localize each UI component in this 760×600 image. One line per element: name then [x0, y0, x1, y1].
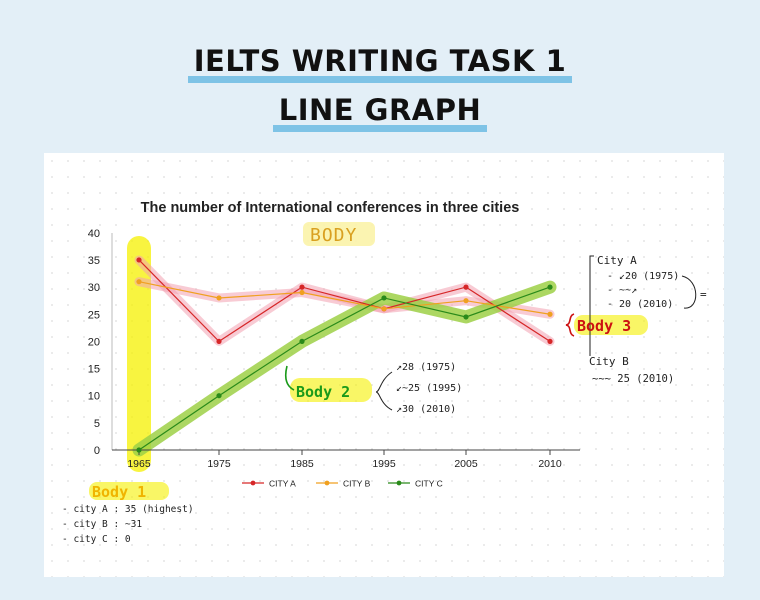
y-tick-label: 40 — [88, 228, 100, 240]
body1-note: - city A : 35 (highest) — [62, 504, 194, 515]
legend-label: CITY C — [415, 479, 443, 489]
data-point-city-c — [463, 314, 469, 320]
series-line-city-c — [138, 286, 551, 451]
legend-label: CITY B — [343, 479, 371, 489]
data-point-city-c — [381, 295, 387, 301]
highlight-layer — [89, 222, 648, 500]
body-label: BODY — [310, 225, 357, 246]
body1-note: - city C : 0 — [62, 534, 131, 545]
data-point-city-a — [216, 338, 222, 344]
body3-title: Body 3 — [577, 317, 631, 335]
body1-note: - city B : ~31 — [62, 519, 142, 530]
ticks-layer: 0 5 10 15 20 25 30 35 40 1965 1975 1985 1995 2005 2010 — [88, 228, 562, 470]
body3-equals-bracket — [681, 275, 697, 309]
highlight-body3-label — [574, 315, 648, 335]
legend-swatch-marker — [250, 480, 256, 486]
chart-title: The number of International conferences … — [140, 200, 520, 216]
body3-city-a-note: - ~~↗ — [607, 285, 637, 296]
y-tick-label: 35 — [88, 255, 100, 267]
y-tick-label: 15 — [88, 364, 100, 376]
data-point-city-a — [299, 284, 305, 290]
body3-connector — [589, 255, 594, 356]
x-tick-label: 2005 — [454, 458, 478, 470]
data-point-city-b — [547, 311, 553, 317]
data-point-city-b — [299, 289, 305, 296]
series-layer — [136, 257, 553, 453]
legend-layer: CITY A CITY B CITY C — [242, 479, 443, 489]
body2-arrow — [284, 365, 295, 391]
highlight-body2-label — [290, 378, 372, 402]
y-tick-label: 30 — [88, 282, 100, 294]
highlight-body-label — [303, 222, 375, 246]
data-point-city-a — [547, 338, 553, 344]
x-tick-label: 1995 — [372, 458, 396, 470]
data-point-city-b — [136, 279, 142, 285]
body3-city-a-label: City A — [597, 254, 637, 267]
data-point-city-c — [299, 338, 305, 344]
body3-city-b-label: City B — [589, 355, 629, 368]
data-point-city-b — [216, 295, 222, 301]
x-tick-label: 1985 — [290, 458, 314, 470]
body3-equals: = — [700, 288, 707, 301]
series-line-city-a — [138, 259, 551, 343]
x-tick-label: 1975 — [207, 458, 231, 470]
body2-note: ↗28 (1975) — [396, 362, 456, 373]
legend-label: CITY A — [269, 479, 296, 489]
y-tick-label: 0 — [94, 445, 100, 457]
data-point-city-a — [136, 257, 142, 263]
body3-city-a-note: - ↙20 (1975) — [607, 271, 679, 282]
annotation-layer: BODY Body 1 - city A : 35 (highest) - city … — [62, 225, 707, 545]
highlight-1965-column — [127, 236, 151, 472]
legend-swatch-marker — [324, 480, 330, 486]
highlight-body1-label — [89, 482, 169, 500]
body2-brace — [375, 371, 393, 411]
series-line-city-b — [138, 281, 551, 315]
data-point-city-a — [463, 284, 469, 290]
axes-layer — [111, 233, 580, 451]
body3-city-a-note: - 20 (2010) — [607, 299, 673, 310]
data-point-city-b — [463, 298, 469, 304]
y-tick-label: 5 — [94, 418, 100, 430]
x-tick-label: 1965 — [127, 458, 151, 470]
data-point-city-b — [381, 306, 387, 312]
page-subtitle-text: LINE GRAPH — [278, 93, 482, 127]
body1-title: Body 1 — [92, 483, 146, 501]
highlight-city-c — [132, 280, 557, 457]
data-point-city-c — [216, 393, 222, 399]
body2-title: Body 2 — [296, 383, 350, 401]
data-point-city-c — [136, 447, 142, 453]
body2-note: ↗30 (2010) — [396, 404, 456, 415]
chart-card — [44, 153, 724, 577]
y-tick-label: 10 — [88, 391, 100, 403]
data-point-city-c — [547, 284, 553, 290]
y-tick-label: 20 — [88, 336, 100, 348]
y-tick-label: 25 — [88, 309, 100, 321]
body3-city-b-note: ~~~ 25 (2010) — [592, 373, 674, 385]
x-tick-label: 2010 — [538, 458, 562, 470]
body3-brace — [565, 313, 575, 337]
body2-note: ↙~25 (1995) — [396, 383, 462, 394]
page-title-text: IELTS WRITING TASK 1 — [193, 44, 567, 78]
legend-swatch-marker — [396, 480, 402, 486]
